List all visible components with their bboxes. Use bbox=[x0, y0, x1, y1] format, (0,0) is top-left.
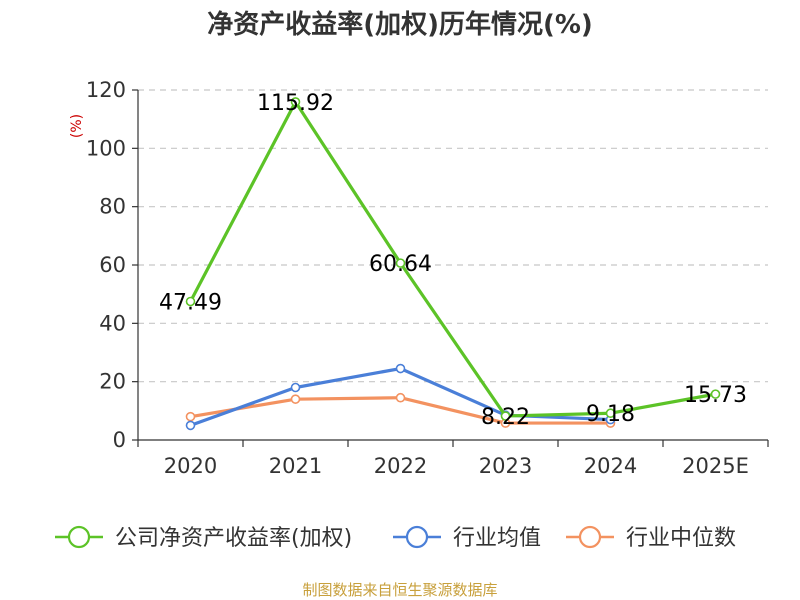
point-s0-2021 bbox=[290, 97, 301, 107]
legend-marker-0 bbox=[67, 525, 91, 549]
data-label-2024: 9.18 bbox=[586, 402, 635, 427]
series-line-0 bbox=[189, 100, 716, 418]
legend-marker-1 bbox=[405, 525, 429, 549]
y-tick-label-100: 100 bbox=[86, 136, 126, 160]
chart-title: 净资产收益率(加权)历年情况(%) bbox=[207, 9, 593, 40]
point-s1-2021 bbox=[290, 382, 301, 393]
point-s0-2025E bbox=[710, 389, 721, 399]
data-labels: 47.49 115.92 60.64 8.22 9.18 15.73 bbox=[159, 91, 747, 430]
x-tick-label-2025E: 2025E bbox=[682, 454, 749, 478]
y-tick-label-60: 60 bbox=[99, 253, 126, 277]
y-tick-label-80: 80 bbox=[99, 195, 126, 219]
data-label-2021: 115.92 bbox=[257, 91, 334, 116]
source-note: 制图数据来自恒生聚源数据库 bbox=[302, 581, 497, 599]
legend-label-0: 公司净资产收益率(加权) bbox=[115, 526, 352, 551]
y-tick-label-20: 20 bbox=[99, 370, 126, 394]
x-tick-label-2023: 2023 bbox=[479, 454, 532, 478]
legend-label-1: 行业均值 bbox=[453, 526, 541, 551]
data-label-2025E: 15.73 bbox=[684, 383, 747, 408]
point-s2-2020 bbox=[185, 411, 196, 422]
axes: 0 20 40 60 80 100 120 2020 2021 2022 2023 2024 2025E bbox=[86, 78, 769, 478]
y-tick-label-120: 120 bbox=[86, 78, 126, 102]
legend-marker-2 bbox=[578, 525, 602, 549]
x-tick-label-2024: 2024 bbox=[584, 454, 637, 478]
data-label-2020: 47.49 bbox=[159, 290, 222, 315]
point-s2-2021 bbox=[290, 394, 301, 404]
x-tick-label-2020: 2020 bbox=[164, 454, 217, 478]
legend: 公司净资产收益率(加权) 行业均值 行业中位数 bbox=[55, 525, 736, 551]
y-tick-label-40: 40 bbox=[99, 311, 126, 335]
x-tick-label-2022: 2022 bbox=[374, 454, 427, 478]
point-s1-2020 bbox=[185, 420, 196, 431]
point-s0-2023 bbox=[500, 411, 511, 421]
point-s0-2024 bbox=[605, 408, 616, 419]
data-label-2023: 8.22 bbox=[481, 405, 530, 430]
point-s0-2022 bbox=[395, 258, 406, 268]
data-label-2022: 60.64 bbox=[369, 252, 432, 277]
point-s2-2022 bbox=[395, 392, 406, 403]
y-tick-label-0: 0 bbox=[113, 428, 126, 452]
legend-label-2: 行业中位数 bbox=[626, 526, 736, 551]
grid-lines bbox=[138, 89, 768, 383]
point-s1-2022 bbox=[395, 363, 406, 374]
point-s0-2020 bbox=[185, 296, 196, 307]
y-axis-label: (%) bbox=[69, 114, 85, 138]
x-tick-label-2021: 2021 bbox=[269, 454, 322, 478]
series-layer bbox=[185, 97, 721, 431]
